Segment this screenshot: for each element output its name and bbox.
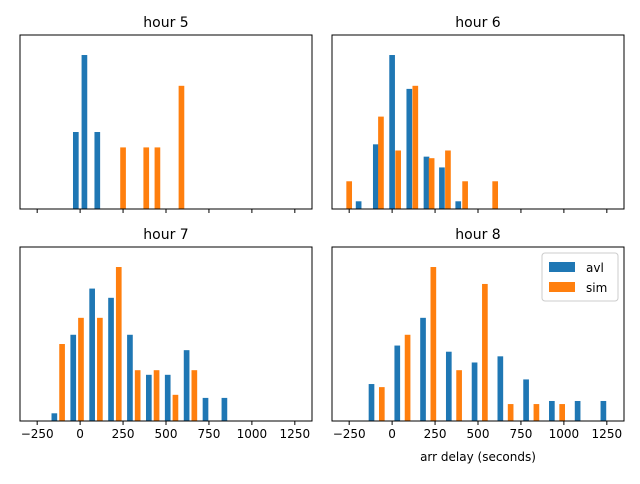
bar-avl-3-0 — [51, 413, 58, 421]
bar-sim-1-0 — [120, 147, 126, 209]
bar-avl-2-2 — [389, 55, 395, 209]
bar-avl-3-7 — [183, 350, 190, 421]
bar-avl-1-0 — [72, 132, 79, 209]
bar-sim-3-5 — [153, 370, 160, 421]
bar-avl-2-1 — [372, 144, 379, 209]
bar-avl-3-3 — [108, 297, 114, 421]
bar-sim-2-2 — [395, 150, 401, 209]
x-tick-label-3: 750 — [197, 427, 220, 441]
bar-avl-2-3 — [406, 88, 413, 209]
panel-title-1: hour 5 — [143, 15, 188, 31]
bar-sim-4-4 — [482, 283, 488, 421]
bar-avl-3-2 — [89, 288, 95, 421]
bar-avl-4-4 — [471, 362, 478, 421]
bar-avl-2-5 — [439, 167, 445, 209]
bar-sim-3-4 — [134, 370, 141, 421]
legend-label-avl: avl — [586, 261, 604, 275]
bar-avl-4-0 — [368, 384, 375, 421]
bar-avl-3-5 — [145, 374, 152, 421]
panel-title-4: hour 8 — [455, 227, 500, 243]
bar-sim-4-3 — [456, 370, 462, 421]
bar-avl-4-1 — [394, 345, 401, 421]
bar-sim-3-7 — [191, 370, 198, 421]
bar-sim-1-3 — [178, 85, 185, 209]
bar-avl-4-2 — [420, 317, 426, 421]
x-tick-label-4: 500 — [467, 427, 490, 441]
bar-sim-2-6 — [462, 181, 468, 209]
bar-avl-4-9 — [600, 400, 607, 421]
bar-avl-4-3 — [445, 351, 452, 421]
bar-sim-2-5 — [445, 150, 451, 209]
bar-sim-4-7 — [559, 404, 565, 421]
bar-sim-2-0 — [346, 181, 353, 209]
x-tick-label-3: 0 — [76, 427, 84, 441]
x-tick-label-3: 500 — [155, 427, 178, 441]
bar-avl-2-4 — [423, 156, 430, 209]
bar-sim-4-6 — [533, 404, 540, 421]
x-tick-label-4: 1250 — [592, 427, 623, 441]
bar-sim-3-0 — [59, 344, 65, 421]
panel-title-3: hour 7 — [143, 227, 188, 243]
bar-sim-2-4 — [428, 158, 435, 209]
bar-sim-4-0 — [378, 387, 385, 421]
x-tick-label-4: −250 — [333, 427, 366, 441]
bar-sim-3-2 — [97, 317, 103, 421]
legend-swatch-avl — [549, 262, 575, 272]
bar-sim-2-7 — [492, 181, 499, 209]
x-tick-label-3: −250 — [21, 427, 54, 441]
bar-avl-4-8 — [574, 400, 581, 421]
x-axis-label: arr delay (seconds) — [420, 450, 536, 464]
x-tick-label-4: 1000 — [549, 427, 580, 441]
bar-sim-3-1 — [78, 317, 84, 421]
bar-sim-4-2 — [430, 267, 437, 421]
bar-sim-3-3 — [115, 267, 122, 421]
x-tick-label-4: 750 — [509, 427, 532, 441]
bar-avl-3-4 — [127, 334, 133, 421]
bar-avl-1-1 — [81, 55, 88, 209]
bar-avl-2-6 — [455, 201, 462, 209]
bar-sim-4-1 — [404, 334, 411, 421]
legend-swatch-sim — [549, 282, 575, 292]
bar-avl-4-5 — [497, 356, 504, 421]
bar-sim-2-3 — [412, 85, 419, 209]
x-tick-label-4: 0 — [388, 427, 396, 441]
bar-sim-2-1 — [378, 116, 384, 209]
bar-sim-3-6 — [172, 394, 179, 421]
bar-avl-3-6 — [164, 374, 171, 421]
legend-label-sim: sim — [586, 281, 607, 295]
bar-avl-4-7 — [549, 400, 555, 421]
x-tick-label-4: 250 — [424, 427, 447, 441]
bar-avl-3-9 — [221, 397, 228, 421]
bar-avl-1-2 — [94, 132, 101, 209]
panel-title-2: hour 6 — [455, 15, 501, 31]
bar-sim-1-2 — [154, 147, 161, 209]
x-tick-label-3: 1250 — [280, 427, 311, 441]
bar-avl-3-8 — [202, 397, 209, 421]
bar-avl-4-6 — [523, 379, 529, 421]
x-tick-label-3: 250 — [112, 427, 135, 441]
bar-avl-3-1 — [70, 334, 77, 421]
bar-sim-4-5 — [507, 404, 514, 421]
bar-sim-1-1 — [143, 147, 150, 209]
x-tick-label-3: 1000 — [237, 427, 268, 441]
bar-avl-2-0 — [355, 201, 362, 209]
